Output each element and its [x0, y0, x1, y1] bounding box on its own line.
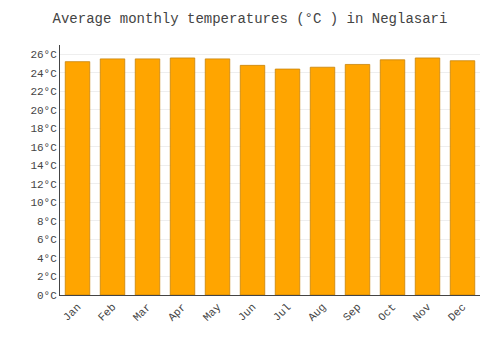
svg-text:0°C: 0°C: [37, 290, 57, 302]
svg-text:Dec: Dec: [446, 301, 468, 323]
svg-text:20°C: 20°C: [30, 105, 57, 117]
svg-text:Jun: Jun: [236, 301, 258, 323]
svg-text:Sep: Sep: [341, 301, 363, 323]
svg-text:24°C: 24°C: [30, 68, 57, 80]
svg-text:Oct: Oct: [376, 301, 398, 323]
svg-text:22°C: 22°C: [30, 86, 57, 98]
svg-text:Mar: Mar: [131, 301, 153, 323]
svg-text:12°C: 12°C: [30, 179, 57, 191]
svg-text:16°C: 16°C: [30, 142, 57, 154]
svg-text:18°C: 18°C: [30, 123, 57, 135]
svg-text:14°C: 14°C: [30, 160, 57, 172]
svg-text:8°C: 8°C: [37, 216, 57, 228]
svg-text:Average monthly temperatures (: Average monthly temperatures (°C ) in Ne…: [53, 11, 448, 27]
svg-text:Jul: Jul: [271, 301, 293, 323]
svg-text:Aug: Aug: [306, 301, 328, 323]
svg-text:Nov: Nov: [411, 301, 434, 324]
svg-text:6°C: 6°C: [37, 234, 57, 246]
svg-text:2°C: 2°C: [37, 271, 57, 283]
svg-text:May: May: [201, 301, 224, 324]
svg-text:10°C: 10°C: [30, 197, 57, 209]
svg-text:26°C: 26°C: [30, 49, 57, 61]
svg-text:Apr: Apr: [166, 301, 188, 323]
svg-text:Feb: Feb: [96, 301, 118, 323]
svg-text:4°C: 4°C: [37, 253, 57, 265]
svg-text:Jan: Jan: [61, 301, 83, 323]
